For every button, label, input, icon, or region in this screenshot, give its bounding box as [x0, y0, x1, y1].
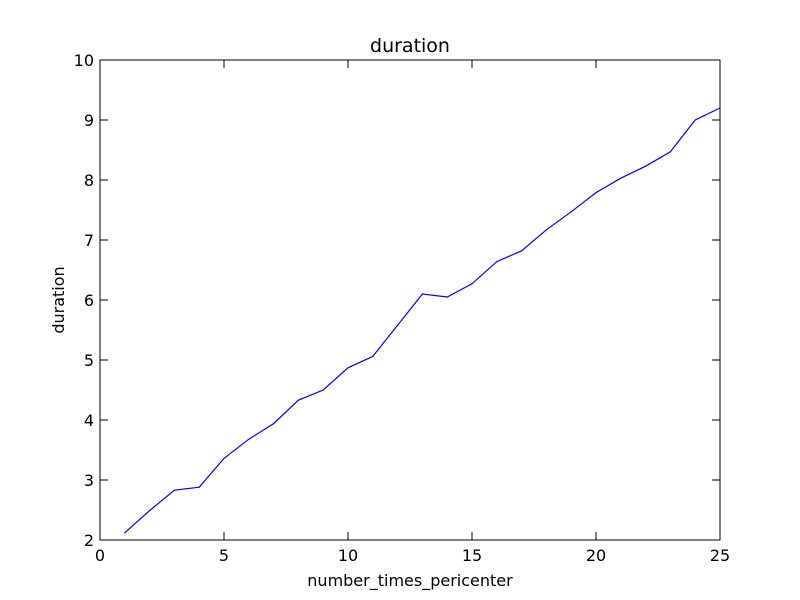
y-tick-label: 6 [84, 291, 94, 310]
y-tick-label: 3 [84, 471, 94, 490]
data-point [496, 261, 497, 262]
data-point [223, 458, 224, 459]
data-point [199, 487, 200, 488]
x-tick-label: 20 [586, 546, 606, 565]
y-axis: 2 3 4 5 6 7 8 9 10 [74, 51, 720, 550]
data-point [571, 211, 572, 212]
y-tick-label: 10 [74, 51, 94, 70]
data-point [273, 423, 274, 424]
x-axis-label: number_times_pericenter [307, 571, 513, 591]
data-point [422, 293, 423, 294]
series-line [125, 108, 720, 533]
data-point [124, 532, 125, 533]
x-tick-label: 5 [219, 546, 229, 565]
chart-title: duration [370, 35, 450, 57]
plot-frame [100, 60, 720, 540]
x-tick-label: 15 [462, 546, 482, 565]
plot-area [124, 107, 720, 533]
y-axis-label: duration [49, 266, 68, 333]
data-point [347, 367, 348, 368]
y-tick-label: 8 [84, 171, 94, 190]
data-point [248, 439, 249, 440]
data-point [471, 283, 472, 284]
data-point [174, 490, 175, 491]
data-point [372, 356, 373, 357]
y-tick-label: 4 [84, 411, 94, 430]
data-point [521, 250, 522, 251]
data-point [323, 389, 324, 390]
data-point [695, 119, 696, 120]
data-point [620, 178, 621, 179]
data-point [546, 229, 547, 230]
data-point [447, 296, 448, 297]
y-tick-label: 5 [84, 351, 94, 370]
y-tick-label: 7 [84, 231, 94, 250]
x-tick-label: 10 [338, 546, 358, 565]
y-tick-label: 9 [84, 111, 94, 130]
x-tick-label: 25 [710, 546, 730, 565]
data-point [397, 325, 398, 326]
y-tick-label: 2 [84, 531, 94, 550]
data-point [645, 166, 646, 167]
x-tick-label: 0 [95, 546, 105, 565]
data-point [298, 400, 299, 401]
data-point [670, 151, 671, 152]
data-point [149, 510, 150, 511]
data-point [595, 192, 596, 193]
x-axis: 0 5 10 15 20 25 [95, 60, 730, 565]
